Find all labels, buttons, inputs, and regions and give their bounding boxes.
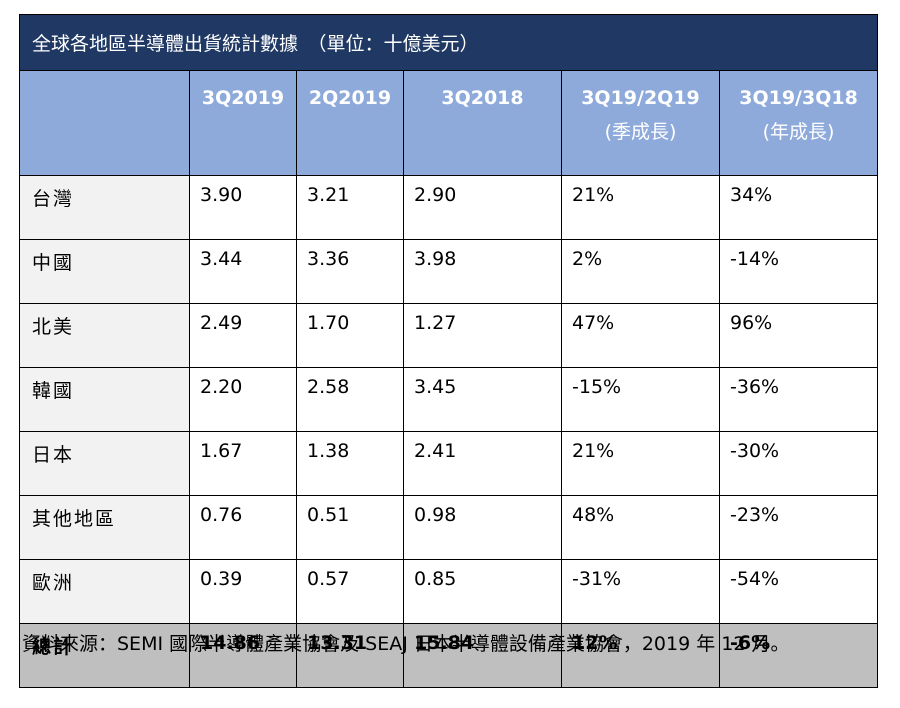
table-row: 日本 1.67 1.38 2.41 21% -30%: [19, 431, 879, 496]
value-cell: -36%: [718, 367, 879, 432]
value-cell: 1.38: [296, 431, 404, 496]
region-label: 北美: [19, 303, 190, 368]
total-cell: -6%: [718, 623, 879, 688]
value-cell: 2.49: [189, 303, 297, 368]
value-cell: 2.58: [296, 367, 404, 432]
value-cell: 2.41: [403, 431, 562, 496]
header-cell-3q2018: 3Q2018: [403, 70, 562, 176]
value-cell: -54%: [718, 559, 879, 624]
value-cell: 48%: [561, 495, 720, 560]
value-cell: 0.76: [189, 495, 297, 560]
region-label: 其他地區: [19, 495, 190, 560]
value-cell: -23%: [718, 495, 879, 560]
header-cell-blank: [19, 70, 190, 176]
table-row: 其他地區 0.76 0.51 0.98 48% -23%: [19, 495, 879, 560]
table-title-row: 全球各地區半導體出貨統計數據 （單位：十億美元）: [18, 14, 879, 71]
region-label: 日本: [19, 431, 190, 496]
value-cell: 0.85: [403, 559, 562, 624]
header-cell-yoy: 3Q19/3Q18 (年成長): [718, 70, 879, 176]
value-cell: 0.39: [189, 559, 297, 624]
value-cell: 2.90: [403, 175, 562, 240]
shipment-table: 全球各地區半導體出貨統計數據 （單位：十億美元） 3Q2019 2Q2019 3…: [18, 14, 879, 688]
header-cell-qoq: 3Q19/2Q19 (季成長): [561, 70, 720, 176]
header-sublabel: (年成長): [762, 121, 835, 143]
region-label: 歐洲: [19, 559, 190, 624]
total-cell: 12%: [561, 623, 720, 688]
value-cell: -30%: [718, 431, 879, 496]
value-cell: 21%: [561, 431, 720, 496]
value-cell: 2.20: [189, 367, 297, 432]
table-row: 中國 3.44 3.36 3.98 2% -14%: [19, 239, 879, 304]
total-cell: 15.84: [403, 623, 562, 688]
table-row: 北美 2.49 1.70 1.27 47% 96%: [19, 303, 879, 368]
value-cell: 21%: [561, 175, 720, 240]
header-sublabel: (季成長): [604, 121, 677, 143]
value-cell: 34%: [718, 175, 879, 240]
region-label: 韓國: [19, 367, 190, 432]
total-label: 總計: [19, 623, 190, 688]
header-label: 3Q19/2Q19: [581, 87, 700, 109]
shipment-table-container: 全球各地區半導體出貨統計數據 （單位：十億美元） 3Q2019 2Q2019 3…: [18, 14, 879, 688]
header-label: 3Q19/3Q18: [739, 87, 858, 109]
value-cell: -15%: [561, 367, 720, 432]
value-cell: 3.36: [296, 239, 404, 304]
table-total-row: 總計 14.86 13.31 15.84 12% -6%: [19, 623, 879, 688]
value-cell: 47%: [561, 303, 720, 368]
value-cell: 3.98: [403, 239, 562, 304]
table-row: 歐洲 0.39 0.57 0.85 -31% -54%: [19, 559, 879, 624]
value-cell: 0.51: [296, 495, 404, 560]
value-cell: 0.98: [403, 495, 562, 560]
value-cell: 3.90: [189, 175, 297, 240]
table-title: 全球各地區半導體出貨統計數據 （單位：十億美元）: [18, 14, 879, 71]
header-label: 3Q2018: [441, 87, 524, 109]
total-cell: 13.31: [296, 623, 404, 688]
header-label: 2Q2019: [308, 87, 392, 109]
value-cell: 1.27: [403, 303, 562, 368]
value-cell: 3.45: [403, 367, 562, 432]
table-row: 韓國 2.20 2.58 3.45 -15% -36%: [19, 367, 879, 432]
table-header-row: 3Q2019 2Q2019 3Q2018 3Q19/2Q19 (季成長) 3Q19…: [19, 70, 879, 176]
value-cell: -31%: [561, 559, 720, 624]
source-note: 資料來源：SEMI 國際半導體產業協會及 SEAJ 日本半導體設備產業協會，20…: [22, 633, 790, 655]
value-cell: 1.70: [296, 303, 404, 368]
region-label: 台灣: [19, 175, 190, 240]
header-label: 3Q2019: [201, 87, 285, 109]
value-cell: 96%: [718, 303, 879, 368]
value-cell: 3.21: [296, 175, 404, 240]
region-label: 中國: [19, 239, 190, 304]
table-row: 台灣 3.90 3.21 2.90 21% 34%: [19, 175, 879, 240]
header-cell-2q2019: 2Q2019: [296, 70, 404, 176]
value-cell: 2%: [561, 239, 720, 304]
header-cell-3q2019: 3Q2019: [189, 70, 297, 176]
value-cell: -14%: [718, 239, 879, 304]
value-cell: 0.57: [296, 559, 404, 624]
value-cell: 1.67: [189, 431, 297, 496]
value-cell: 3.44: [189, 239, 297, 304]
